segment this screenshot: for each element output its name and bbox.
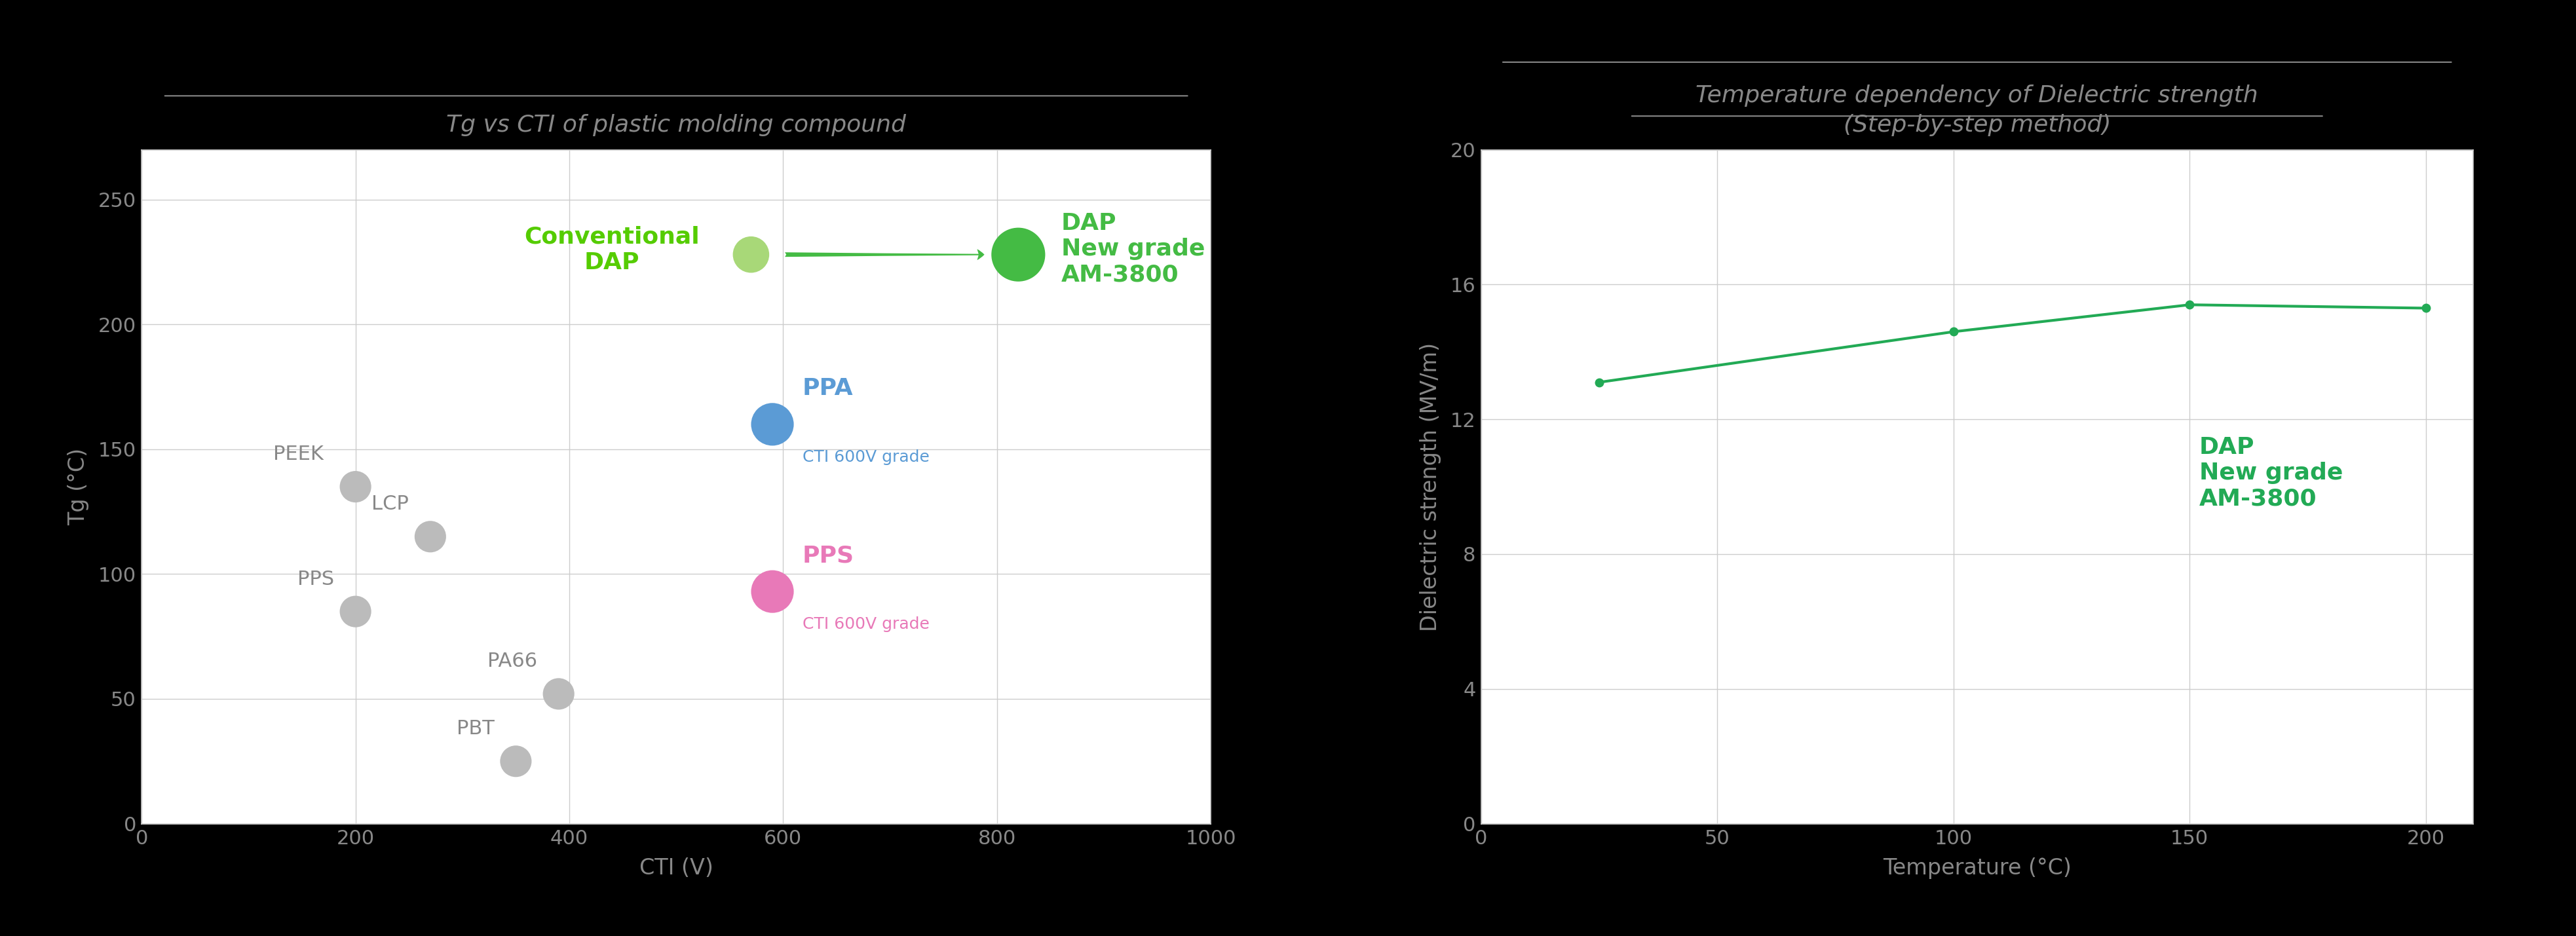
Point [732, 247, 773, 262]
Title: Tg vs CTI of plastic molding compound: Tg vs CTI of plastic molding compound [446, 114, 907, 136]
Text: DAP
New grade
AM-3800: DAP New grade AM-3800 [1061, 212, 1206, 286]
Point [335, 479, 376, 494]
Text: CTI 600V grade: CTI 600V grade [801, 449, 930, 465]
Text: PPS: PPS [296, 570, 335, 589]
X-axis label: Temperature (°C): Temperature (°C) [1883, 857, 2071, 879]
Point [335, 604, 376, 619]
Y-axis label: Dielectric strength (MV/m): Dielectric strength (MV/m) [1419, 343, 1440, 631]
Title: Temperature dependency of Dielectric strength
(Step-by-step method): Temperature dependency of Dielectric str… [1695, 84, 2259, 136]
Point [495, 753, 536, 768]
Text: CTI 600V grade: CTI 600V grade [801, 617, 930, 632]
Point [752, 417, 793, 431]
Text: Conventional
DAP: Conventional DAP [526, 226, 701, 273]
Y-axis label: Tg (°C): Tg (°C) [67, 448, 90, 525]
Text: PPA: PPA [801, 377, 853, 400]
Point [410, 529, 451, 544]
X-axis label: CTI (V): CTI (V) [639, 857, 714, 879]
Text: DAP
New grade
AM-3800: DAP New grade AM-3800 [2200, 436, 2342, 510]
Text: PPS: PPS [801, 545, 855, 566]
Point [752, 584, 793, 599]
Text: PBT: PBT [456, 720, 495, 739]
Point [538, 686, 580, 701]
Text: PEEK: PEEK [273, 445, 325, 463]
Text: PA66: PA66 [487, 652, 538, 671]
Point [997, 247, 1038, 262]
Text: LCP: LCP [371, 495, 410, 514]
